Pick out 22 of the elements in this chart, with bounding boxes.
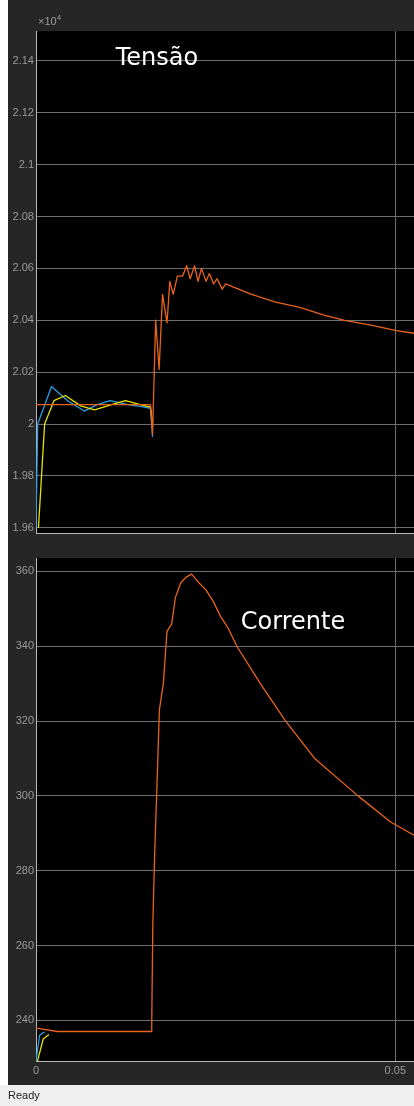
y-tick-label: 260 [15, 938, 34, 951]
y-tick-label: 1.98 [12, 468, 34, 481]
y-tick-label: 340 [15, 639, 34, 652]
y-tick-label: 2.12 [12, 105, 34, 118]
x-tick-label: 0 [32, 1064, 40, 1077]
y-tick-label: 240 [15, 1013, 34, 1026]
x-tick-label: 0.05 [384, 1064, 407, 1077]
y-tick-label: 300 [15, 788, 34, 801]
y-tick-label: 320 [15, 714, 34, 727]
y-tick-label: 280 [15, 863, 34, 876]
y-tick-label: 1.96 [12, 520, 34, 533]
y-tick-label: 2 [27, 417, 34, 430]
y-tick-label: 2.14 [12, 53, 34, 66]
y-tick-label: 2.08 [12, 209, 34, 222]
text: Tensão [114, 43, 199, 72]
y-tick-label: 2.1 [18, 157, 34, 170]
y-tick-label: 2.02 [12, 365, 34, 378]
y-tick-label: 2.06 [12, 261, 34, 274]
text: Ready [0, 1085, 414, 1106]
y-tick-label: 360 [15, 564, 34, 577]
text: Corrente [240, 607, 346, 636]
y-tick-label: 2.04 [12, 313, 34, 326]
